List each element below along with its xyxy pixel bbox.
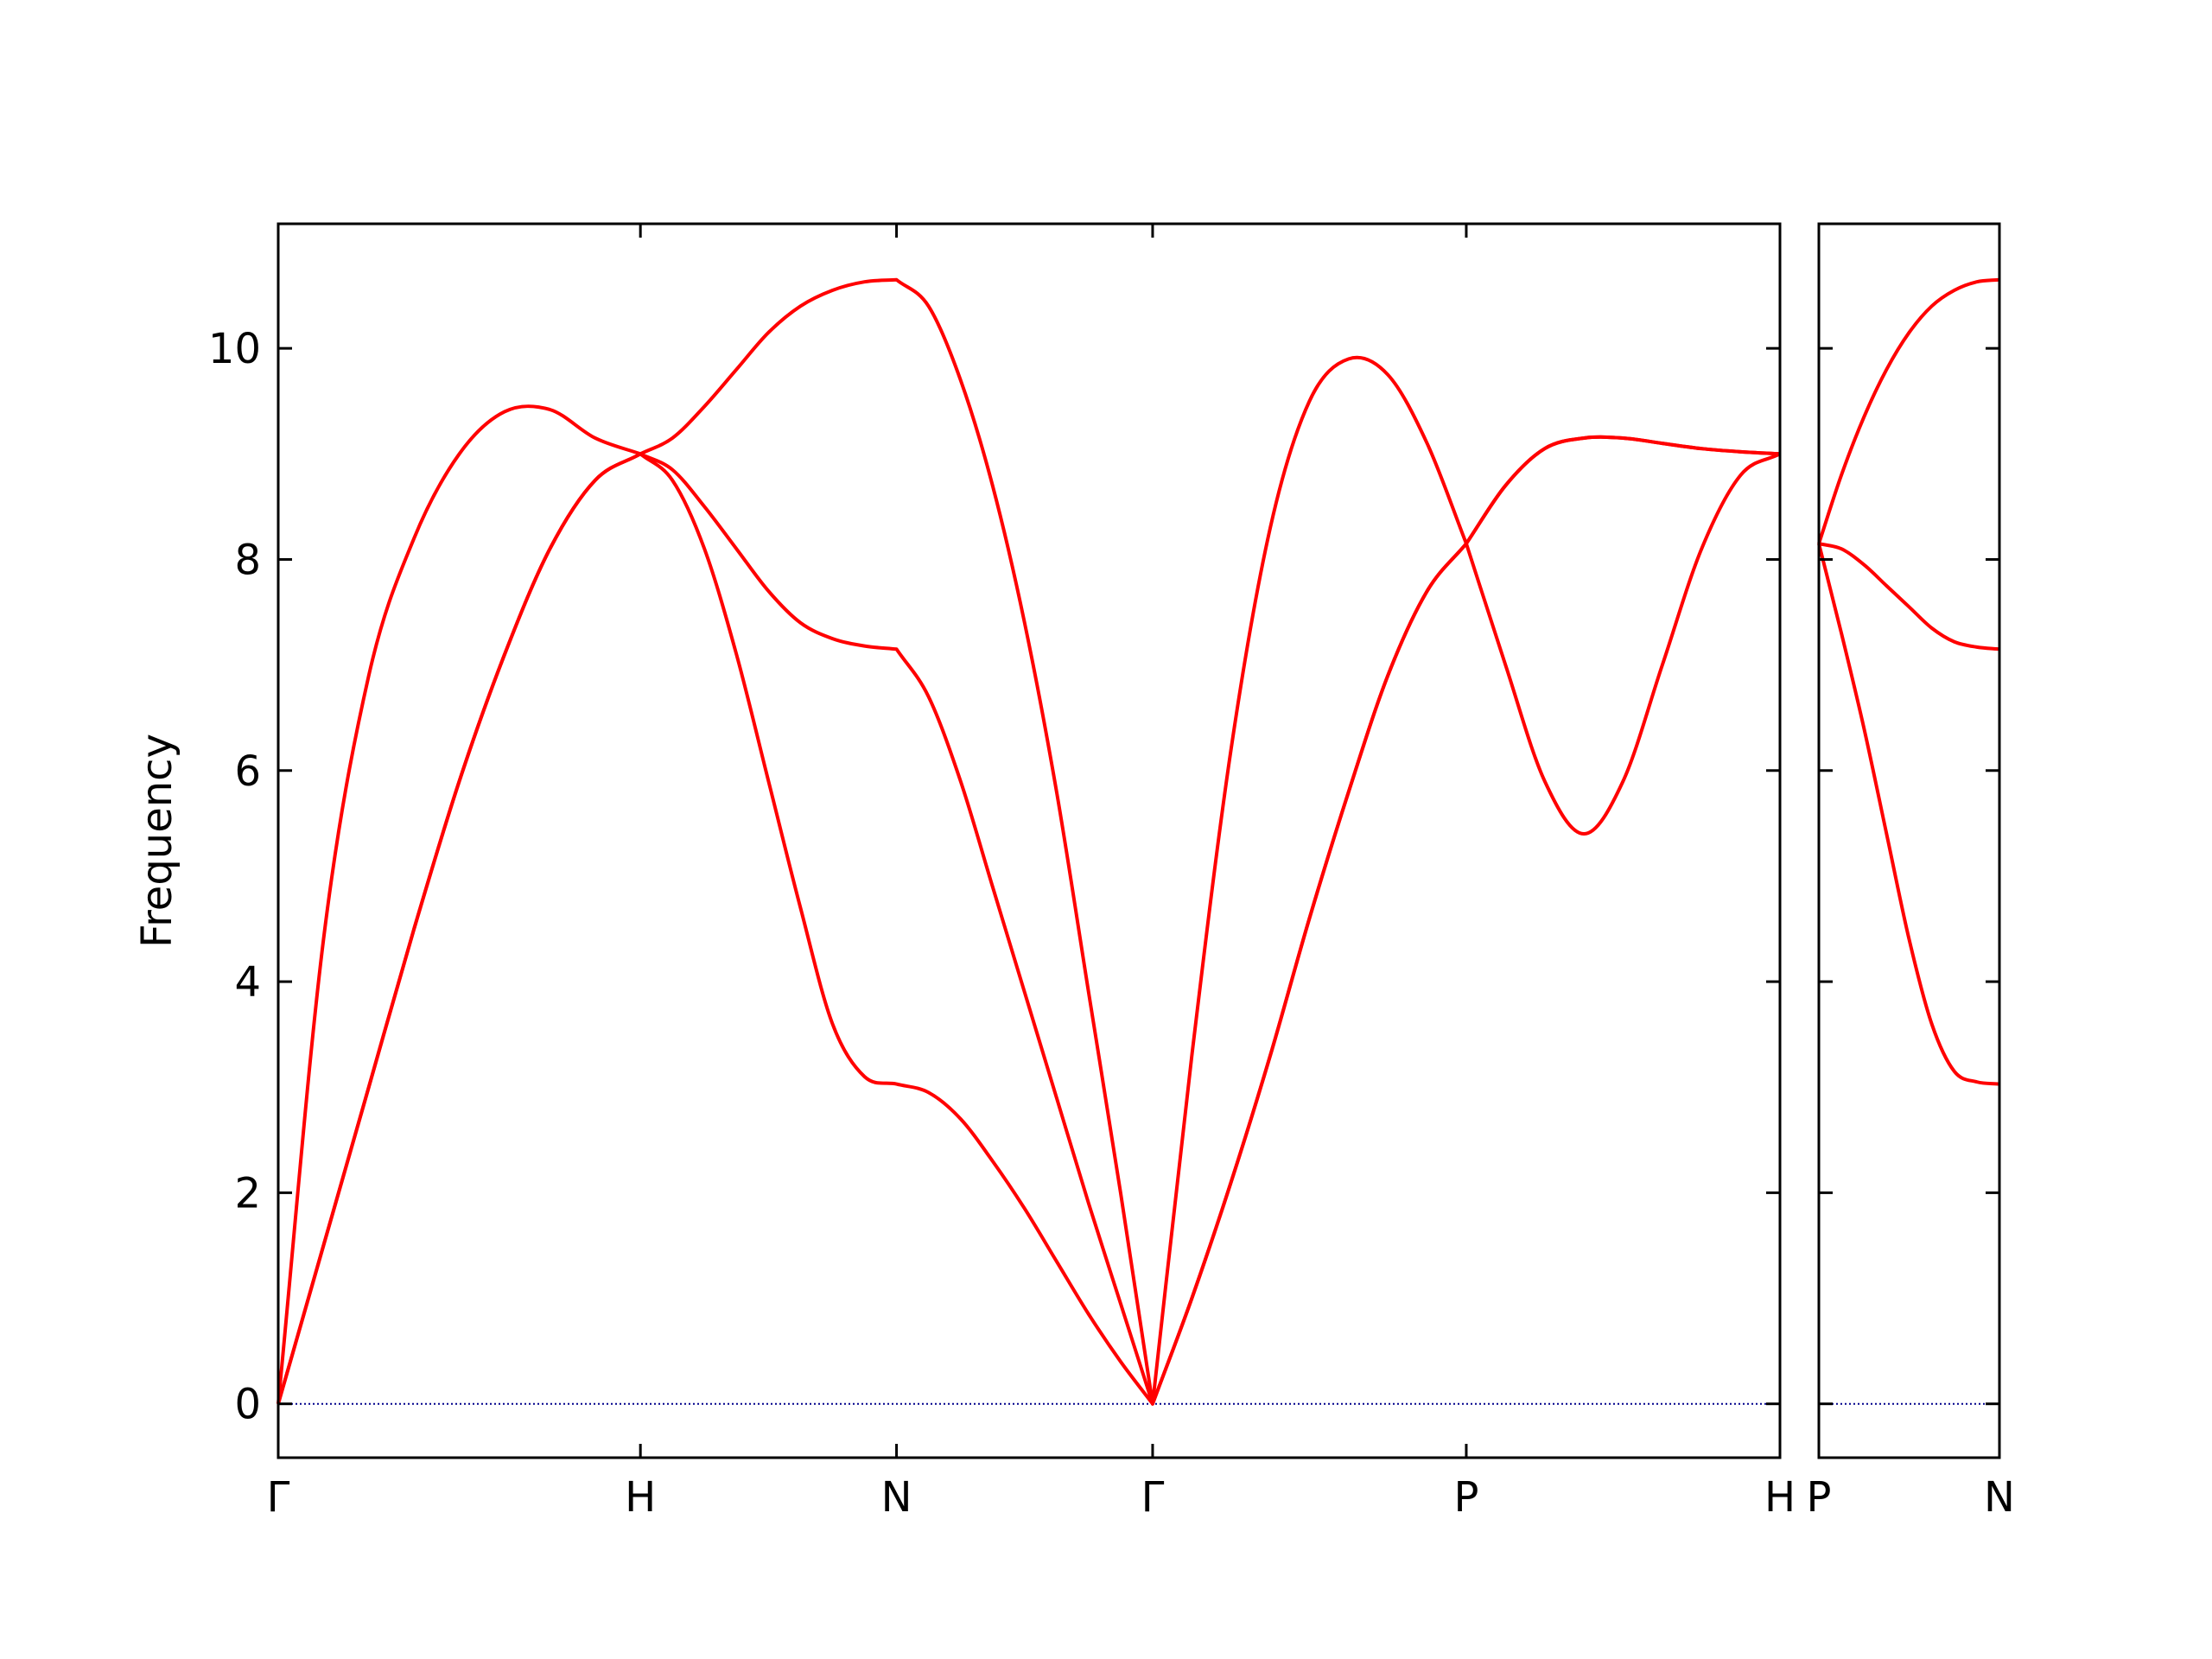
x-tick-label: H xyxy=(625,1473,656,1522)
band-line xyxy=(1817,543,2000,1086)
x-tick-label: Γ xyxy=(267,1473,290,1522)
y-tick-label: 6 xyxy=(234,747,261,796)
plot-frame xyxy=(276,222,1782,1459)
x-tick-label: P xyxy=(1453,1473,1478,1522)
band-line xyxy=(1818,542,2000,652)
y-tick-label: 10 xyxy=(208,325,261,373)
y-axis-label: Frequency xyxy=(133,734,181,948)
plot-frame xyxy=(1817,222,2001,1459)
x-tick-label: N xyxy=(1984,1473,2015,1522)
band-line xyxy=(1817,277,2000,544)
x-tick-label: H xyxy=(1764,1473,1796,1522)
band-line xyxy=(276,277,1781,1406)
y-tick-label: 0 xyxy=(234,1381,261,1429)
y-tick-label: 2 xyxy=(234,1169,261,1217)
y-tick-label: 4 xyxy=(234,958,261,1007)
x-tick-label: N xyxy=(881,1473,912,1522)
band-line xyxy=(276,435,1781,1406)
x-tick-label: P xyxy=(1807,1473,1832,1522)
band-line xyxy=(276,435,1781,1406)
x-tick-label: Γ xyxy=(1141,1473,1165,1522)
y-tick-label: 8 xyxy=(234,536,261,584)
